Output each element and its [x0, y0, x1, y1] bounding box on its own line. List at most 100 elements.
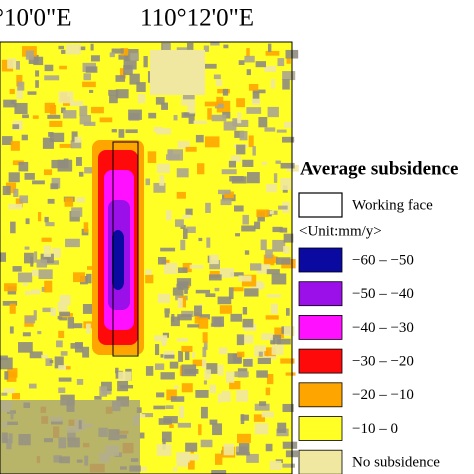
- map-patch: [244, 55, 255, 63]
- map-patch: [189, 264, 204, 269]
- map-patch: [182, 214, 192, 219]
- map-patch: [280, 162, 295, 169]
- map-patch: [209, 419, 218, 425]
- map-patch: [150, 50, 205, 95]
- map-patch: [164, 354, 175, 359]
- map-patch: [198, 424, 202, 436]
- map-patch: [45, 358, 53, 367]
- legend-label: No subsidence: [352, 455, 440, 471]
- map-patch: [145, 178, 151, 186]
- map-patch: [254, 403, 270, 411]
- map-patch: [75, 157, 82, 166]
- map-patch: [217, 393, 222, 403]
- map-patch: [163, 262, 178, 275]
- map-patch: [169, 424, 174, 428]
- map-patch: [91, 106, 104, 114]
- map-patch: [137, 93, 146, 104]
- map-patch: [270, 303, 278, 315]
- map-patch: [160, 338, 168, 343]
- map-patch: [237, 351, 245, 358]
- legend-swatch: [298, 247, 343, 273]
- map-patch: [211, 114, 227, 122]
- map-patch: [173, 385, 179, 390]
- map-patch: [185, 146, 197, 152]
- map-patch: [229, 176, 244, 182]
- map-patch: [37, 212, 42, 222]
- map-patch: [63, 110, 77, 119]
- map-patch: [76, 197, 85, 203]
- map-patch: [275, 160, 281, 164]
- map-patch: [22, 332, 31, 337]
- map-patch: [85, 323, 91, 334]
- map-patch: [54, 356, 64, 369]
- map-patch: [57, 159, 73, 172]
- map-patch: [250, 263, 262, 271]
- map-patch: [234, 130, 245, 138]
- map-patch: [233, 205, 244, 212]
- map-patch: [285, 372, 296, 376]
- map-patch: [269, 460, 282, 471]
- map-patch: [242, 318, 254, 328]
- map-patch: [157, 256, 167, 265]
- map-patch: [56, 340, 63, 348]
- map-patch: [58, 387, 66, 394]
- map-patch: [280, 358, 295, 364]
- map-patch: [28, 383, 37, 389]
- map-patch: [18, 161, 29, 172]
- map-patch: [143, 56, 148, 68]
- map-patch: [9, 303, 16, 314]
- map-patch: [166, 389, 177, 401]
- map-patch: [65, 238, 80, 248]
- map-patch: [265, 315, 279, 320]
- map-patch: [200, 406, 208, 419]
- map-patch: [230, 155, 241, 163]
- map-patch: [203, 340, 208, 350]
- map-patch: [115, 75, 126, 82]
- map-patch: [267, 373, 274, 385]
- map-patch: [10, 221, 16, 234]
- map-patch: [276, 129, 287, 133]
- map-patch: [236, 451, 250, 456]
- map-patch: [282, 136, 295, 143]
- map-patch: [16, 74, 23, 87]
- map-patch: [69, 100, 84, 107]
- map-patch: [202, 359, 207, 369]
- map-patch: [141, 413, 154, 418]
- map-patch: [21, 134, 28, 141]
- map-patch: [51, 177, 61, 189]
- map-patch: [59, 294, 71, 306]
- map-patch: [266, 184, 277, 193]
- map-patch: [246, 69, 251, 76]
- map-patch: [27, 91, 37, 95]
- map-patch: [256, 209, 269, 218]
- map-patch: [263, 254, 275, 266]
- map-patch: [156, 163, 171, 174]
- map-patch: [160, 372, 175, 380]
- map-patch: [260, 239, 267, 251]
- map-patch: [277, 58, 285, 67]
- map-patch: [270, 79, 276, 89]
- map-patch: [58, 91, 74, 104]
- map-patch: [11, 393, 21, 400]
- map-patch: [156, 128, 171, 135]
- map-patch: [254, 423, 269, 435]
- map-patch: [258, 117, 268, 128]
- map-patch: [255, 61, 267, 68]
- map-patch: [209, 384, 217, 394]
- map-patch: [17, 81, 25, 91]
- map-patch: [223, 443, 235, 456]
- map-patch: [257, 357, 271, 365]
- map-patch: [265, 50, 280, 56]
- map-patch: [191, 351, 195, 358]
- working-face: [112, 141, 139, 357]
- map-patch: [153, 126, 163, 133]
- map-patch: [246, 48, 250, 58]
- map-patch: [18, 342, 33, 353]
- map-patch: [181, 364, 197, 377]
- map-patch: [221, 169, 237, 175]
- map-patch: [261, 411, 274, 418]
- map-patch: [181, 112, 190, 118]
- map-patch: [123, 65, 133, 76]
- map-patch: [58, 45, 65, 50]
- map-patch: [159, 175, 165, 186]
